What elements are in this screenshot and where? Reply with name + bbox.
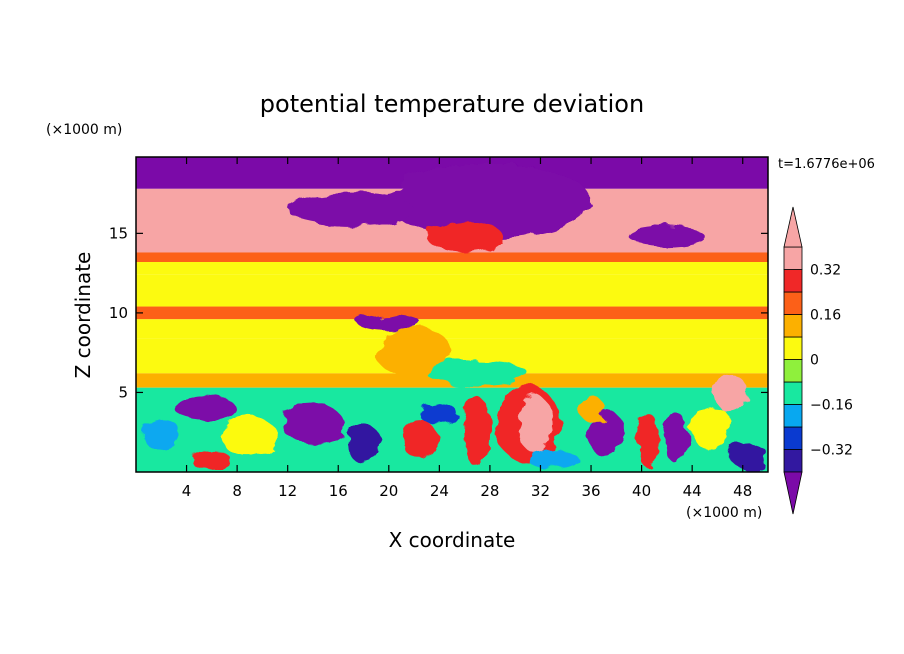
colorbar-segment xyxy=(783,359,803,383)
colorbar-segment xyxy=(783,246,803,270)
y-axis: 5 10 15 xyxy=(109,224,768,401)
colorbar-segment xyxy=(783,381,803,405)
contour-region xyxy=(388,163,592,240)
contour-region xyxy=(713,373,747,412)
x-tick-label: 36 xyxy=(581,482,600,500)
contour-layer xyxy=(136,306,768,320)
colorbar-segment xyxy=(783,314,803,338)
x-tick-label: 40 xyxy=(632,482,651,500)
x-tick-label: 28 xyxy=(480,482,499,500)
colorbar-segment xyxy=(783,449,803,473)
contour-region xyxy=(191,451,233,471)
contour-region xyxy=(578,395,604,422)
colorbar-segment xyxy=(783,336,803,360)
x-tick-label: 32 xyxy=(531,482,550,500)
colorbar-upper-extension xyxy=(783,206,803,248)
colorbar-segment xyxy=(783,269,803,293)
colorbar-lower-extension xyxy=(783,471,803,515)
contour-region xyxy=(287,193,415,226)
contour-region xyxy=(376,327,452,379)
contour-region xyxy=(402,421,439,460)
contour-layer xyxy=(136,274,768,307)
plot-frame xyxy=(135,156,769,473)
y-tick-label: 5 xyxy=(118,383,128,401)
y-axis-label: Z coordinate xyxy=(71,252,95,379)
x-tick-label: 4 xyxy=(182,482,192,500)
y-unit-label: (×1000 m) xyxy=(46,122,122,138)
chart-title: potential temperature deviation xyxy=(260,90,644,118)
x-tick-label: 20 xyxy=(379,482,398,500)
colorbar-tick-label: 0 xyxy=(810,353,819,369)
contour-region xyxy=(517,395,554,453)
contour-region xyxy=(636,413,660,468)
contour-region xyxy=(426,360,528,387)
x-tick-label: 16 xyxy=(329,482,348,500)
contour-region xyxy=(420,403,459,426)
x-unit-label: (×1000 m) xyxy=(686,505,762,521)
contour-region xyxy=(221,416,278,458)
colorbar-tick-label: 0.16 xyxy=(810,308,841,324)
contour-region xyxy=(175,395,236,422)
colorbar-tick-label: 0.32 xyxy=(810,263,841,279)
x-axis: 4 8 12 16 20 24 28 32 36 40 44 48 xyxy=(182,157,752,500)
contour-features xyxy=(142,163,768,471)
y-tick-label: 15 xyxy=(109,224,128,242)
contour-region xyxy=(588,409,624,458)
contour-layer xyxy=(136,252,768,262)
x-tick-label: 48 xyxy=(733,482,752,500)
contour-region xyxy=(463,397,492,468)
contour-region xyxy=(628,227,705,247)
x-tick-label: 8 xyxy=(232,482,242,500)
colorbar-tick-label: −0.32 xyxy=(810,443,853,459)
colorbar: 0.32 0.16 0 −0.16 −0.32 xyxy=(783,206,853,515)
x-tick-label: 44 xyxy=(683,482,702,500)
contour-region xyxy=(665,413,689,465)
contour-region xyxy=(281,405,345,444)
x-tick-label: 12 xyxy=(278,482,297,500)
contour-region xyxy=(730,443,768,469)
contour-layer xyxy=(136,262,768,275)
y-tick-label: 10 xyxy=(109,304,128,322)
contour-region xyxy=(527,449,579,469)
contour-region xyxy=(142,417,181,450)
colorbar-segment xyxy=(783,291,803,315)
x-axis-label: X coordinate xyxy=(389,528,516,552)
contour-region xyxy=(426,220,503,253)
colorbar-segment xyxy=(783,404,803,428)
colorbar-segment xyxy=(783,426,803,450)
contour-region xyxy=(345,424,382,463)
contour-region xyxy=(357,314,421,331)
x-tick-label: 24 xyxy=(430,482,449,500)
contour-layer xyxy=(136,319,768,339)
contour-region xyxy=(690,405,732,450)
colorbar-tick-label: −0.16 xyxy=(810,398,853,414)
contour-field xyxy=(136,157,768,472)
time-label: t=1.6776e+06 xyxy=(778,157,875,172)
